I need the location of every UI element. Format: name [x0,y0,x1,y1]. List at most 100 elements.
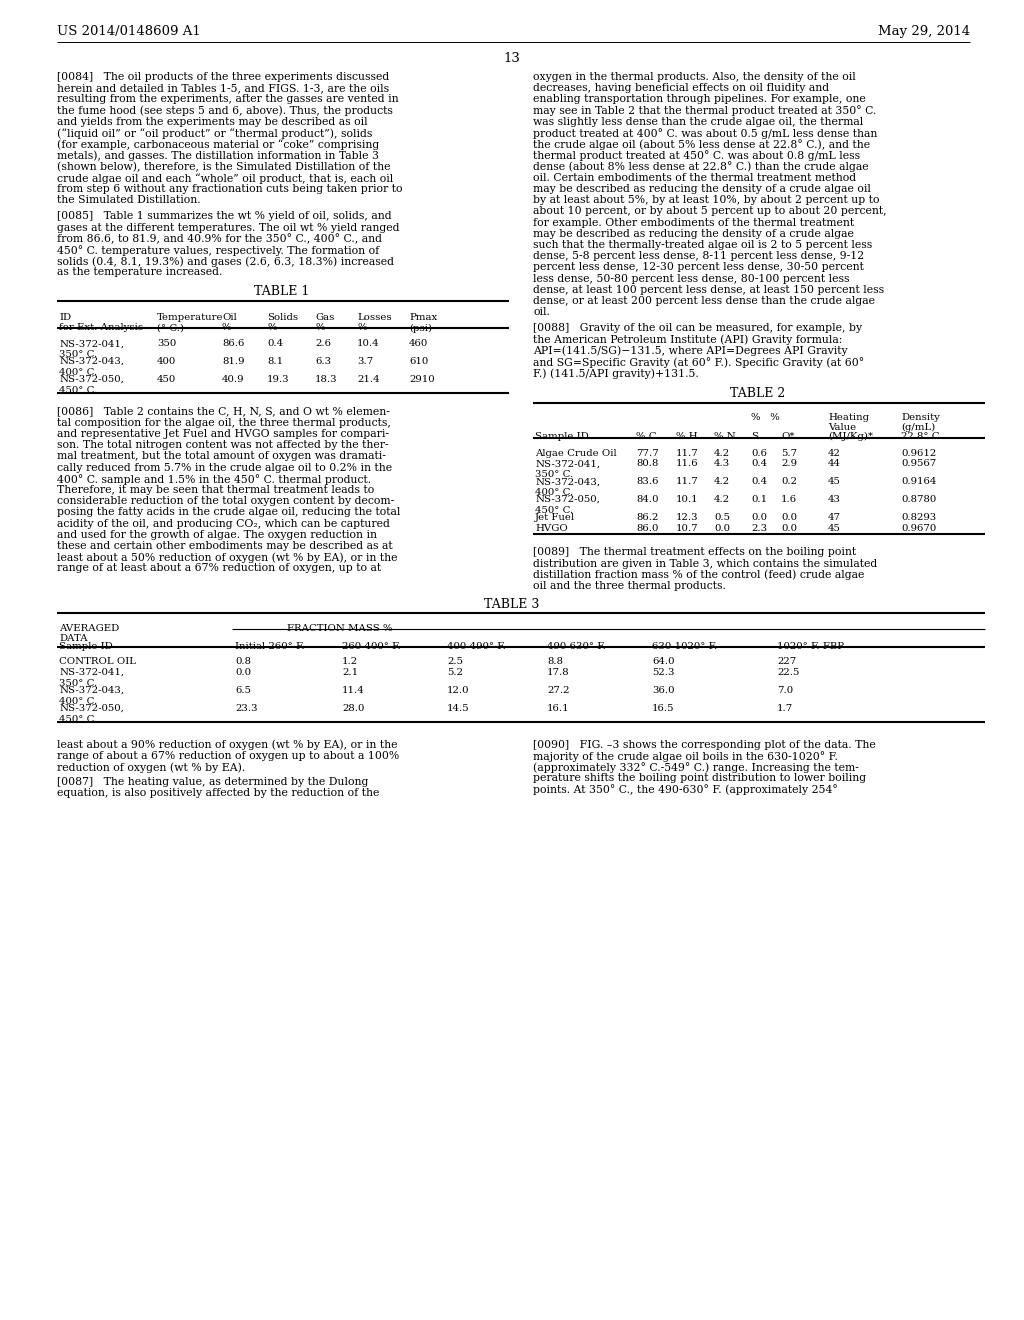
Text: Pmax: Pmax [409,313,437,322]
Text: 86.6: 86.6 [222,339,245,348]
Text: enabling transportation through pipelines. For example, one: enabling transportation through pipeline… [534,95,865,104]
Text: dense (about 8% less dense at 22.8° C.) than the crude algae: dense (about 8% less dense at 22.8° C.) … [534,161,868,173]
Text: 3.7: 3.7 [357,356,374,366]
Text: was slightly less dense than the crude algae oil, the thermal: was slightly less dense than the crude a… [534,116,863,127]
Text: 13: 13 [504,51,520,65]
Text: 1.2: 1.2 [342,657,358,667]
Text: Gas: Gas [315,313,335,322]
Text: Heating: Heating [828,413,869,422]
Text: NS-372-041,: NS-372-041, [59,339,124,348]
Text: oxygen in the thermal products. Also, the density of the oil: oxygen in the thermal products. Also, th… [534,73,856,82]
Text: distillation fraction mass % of the control (feed) crude algae: distillation fraction mass % of the cont… [534,570,864,581]
Text: API=(141.5/SG)−131.5, where API=Degrees API Gravity: API=(141.5/SG)−131.5, where API=Degrees … [534,346,848,356]
Text: 350° C.: 350° C. [59,350,97,359]
Text: 2.1: 2.1 [342,668,358,677]
Text: 10.7: 10.7 [676,524,698,533]
Text: 16.5: 16.5 [652,704,675,713]
Text: less dense, 50-80 percent less dense, 80-100 percent less: less dense, 50-80 percent less dense, 80… [534,273,850,284]
Text: 11.6: 11.6 [676,459,698,469]
Text: 227: 227 [777,657,797,667]
Text: 14.5: 14.5 [447,704,470,713]
Text: %: % [357,323,367,333]
Text: perature shifts the boiling point distribution to lower boiling: perature shifts the boiling point distri… [534,774,866,783]
Text: AVERAGED: AVERAGED [59,624,119,634]
Text: and yields from the experiments may be described as oil: and yields from the experiments may be d… [57,116,368,127]
Text: (g/mL): (g/mL) [901,422,935,432]
Text: 350° C.: 350° C. [535,470,573,479]
Text: NS-372-043,: NS-372-043, [535,478,600,486]
Text: the fume hood (see steps 5 and 6, above). Thus, the products: the fume hood (see steps 5 and 6, above)… [57,106,393,116]
Text: 0.9164: 0.9164 [901,478,936,486]
Text: NS-372-043,: NS-372-043, [59,356,124,366]
Text: 350: 350 [157,339,176,348]
Text: [0088]   Gravity of the oil can be measured, for example, by: [0088] Gravity of the oil can be measure… [534,323,862,334]
Text: points. At 350° C., the 490-630° F. (approximately 254°: points. At 350° C., the 490-630° F. (app… [534,784,838,795]
Text: oil and the three thermal products.: oil and the three thermal products. [534,581,726,591]
Text: least about a 50% reduction of oxygen (wt % by EA), or in the: least about a 50% reduction of oxygen (w… [57,552,397,562]
Text: 5.2: 5.2 [447,668,463,677]
Text: distribution are given in Table 3, which contains the simulated: distribution are given in Table 3, which… [534,558,878,569]
Text: Losses: Losses [357,313,391,322]
Text: the Simulated Distillation.: the Simulated Distillation. [57,195,201,205]
Text: (“liquid oil” or “oil product” or “thermal product”), solids: (“liquid oil” or “oil product” or “therm… [57,128,373,139]
Text: 2.9: 2.9 [781,459,797,469]
Text: dense, 5-8 percent less dense, 8-11 percent less dense, 9-12: dense, 5-8 percent less dense, 8-11 perc… [534,251,864,261]
Text: resulting from the experiments, after the gasses are vented in: resulting from the experiments, after th… [57,95,398,104]
Text: 45: 45 [828,478,841,486]
Text: 1.6: 1.6 [781,495,797,504]
Text: US 2014/0148609 A1: US 2014/0148609 A1 [57,25,201,38]
Text: 6.3: 6.3 [315,356,331,366]
Text: FRACTION MASS %: FRACTION MASS % [287,624,392,634]
Text: [0087]   The heating value, as determined by the Dulong: [0087] The heating value, as determined … [57,777,369,787]
Text: for Ext. Analysis: for Ext. Analysis [59,323,143,333]
Text: 260-400° F.: 260-400° F. [342,642,400,651]
Text: %   %: % % [751,413,779,422]
Text: 0.9612: 0.9612 [901,449,936,458]
Text: 86.0: 86.0 [636,524,658,533]
Text: 22.8° C.: 22.8° C. [901,432,942,441]
Text: 10.1: 10.1 [676,495,698,504]
Text: 610: 610 [409,356,428,366]
Text: 19.3: 19.3 [267,375,290,384]
Text: 2.3: 2.3 [751,524,767,533]
Text: 11.4: 11.4 [342,686,365,694]
Text: decreases, having beneficial effects on oil fluidity and: decreases, having beneficial effects on … [534,83,829,94]
Text: CONTROL OIL: CONTROL OIL [59,657,136,667]
Text: crude algae oil and each “whole” oil product, that is, each oil: crude algae oil and each “whole” oil pro… [57,173,393,183]
Text: 400-490° F.: 400-490° F. [447,642,506,651]
Text: percent less dense, 12-30 percent less dense, 30-50 percent: percent less dense, 12-30 percent less d… [534,263,864,272]
Text: 0.4: 0.4 [751,478,767,486]
Text: 400: 400 [157,356,176,366]
Text: 0.9670: 0.9670 [901,524,936,533]
Text: 0.0: 0.0 [234,668,251,677]
Text: 8.8: 8.8 [547,657,563,667]
Text: 11.7: 11.7 [676,478,698,486]
Text: 460: 460 [409,339,428,348]
Text: 12.3: 12.3 [676,513,698,521]
Text: (° C.): (° C.) [157,323,184,333]
Text: 44: 44 [828,459,841,469]
Text: son. The total nitrogen content was not affected by the ther-: son. The total nitrogen content was not … [57,441,389,450]
Text: 2.6: 2.6 [315,339,331,348]
Text: 6.5: 6.5 [234,686,251,694]
Text: 5.7: 5.7 [781,449,797,458]
Text: % C: % C [636,432,656,441]
Text: Oil: Oil [222,313,237,322]
Text: solids (0.4, 8.1, 19.3%) and gases (2.6, 6.3, 18.3%) increased: solids (0.4, 8.1, 19.3%) and gases (2.6,… [57,256,394,267]
Text: reduction of oxygen (wt % by EA).: reduction of oxygen (wt % by EA). [57,762,246,772]
Text: 47: 47 [828,513,841,521]
Text: 0.0: 0.0 [714,524,730,533]
Text: tal composition for the algae oil, the three thermal products,: tal composition for the algae oil, the t… [57,418,391,428]
Text: 400° C.: 400° C. [59,368,97,376]
Text: acidity of the oil, and producing CO₂, which can be captured: acidity of the oil, and producing CO₂, w… [57,519,390,529]
Text: ID: ID [59,313,71,322]
Text: 40.9: 40.9 [222,375,245,384]
Text: 80.8: 80.8 [636,459,658,469]
Text: Solids: Solids [267,313,298,322]
Text: 23.3: 23.3 [234,704,258,713]
Text: %: % [315,323,325,333]
Text: [0089]   The thermal treatment effects on the boiling point: [0089] The thermal treatment effects on … [534,548,856,557]
Text: 8.1: 8.1 [267,356,283,366]
Text: (MJ/Kg)*: (MJ/Kg)* [828,432,873,441]
Text: oil. Certain embodiments of the thermal treatment method: oil. Certain embodiments of the thermal … [534,173,856,182]
